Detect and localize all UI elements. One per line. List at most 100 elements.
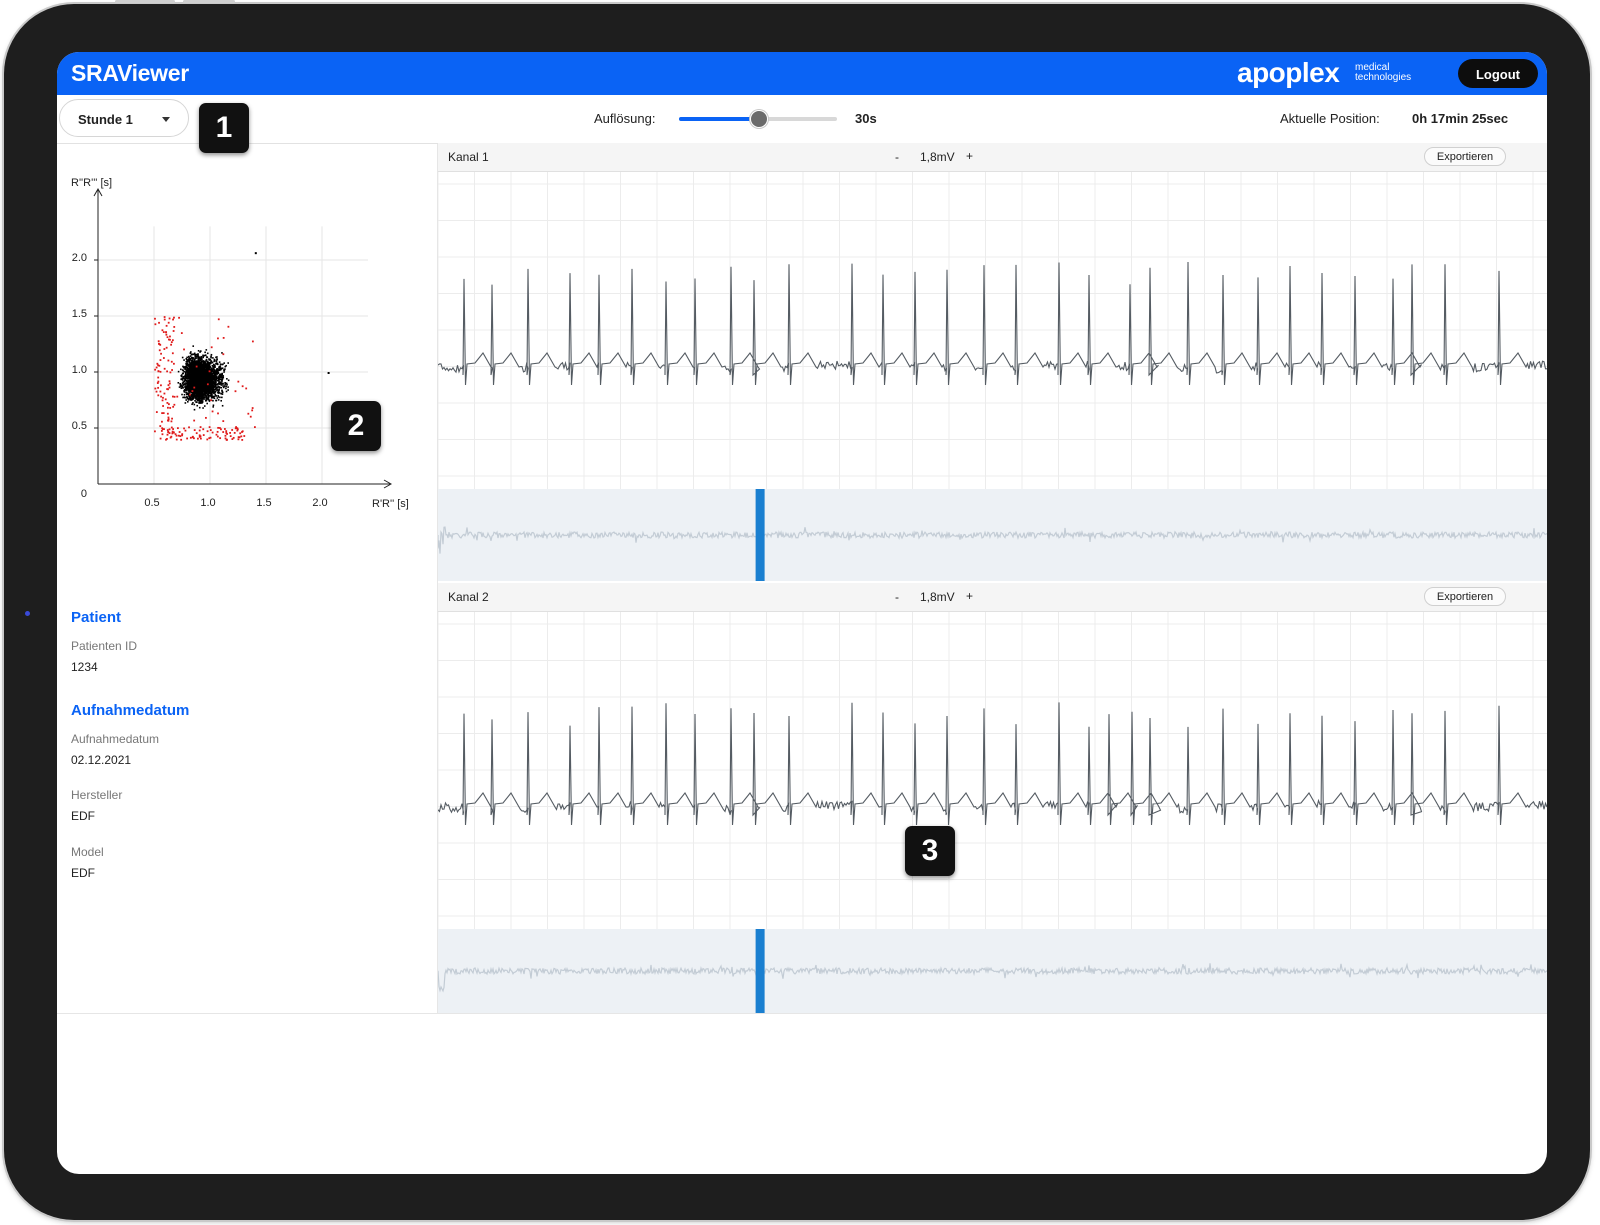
scatter-point	[184, 379, 186, 382]
scatter-point-outlier	[180, 332, 183, 334]
overview-position-marker[interactable]	[755, 929, 765, 1013]
scatter-point	[210, 386, 213, 389]
amplitude-increase-button[interactable]: +	[966, 589, 974, 603]
scatter-point	[201, 395, 204, 398]
scatter-point	[216, 376, 218, 379]
scatter-point	[210, 360, 213, 362]
scatter-point	[181, 356, 184, 359]
scatter-point	[208, 376, 210, 379]
scatter-point-outlier	[167, 431, 170, 434]
scatter-point	[189, 399, 192, 401]
scatter-point	[199, 376, 202, 379]
scatter-point	[221, 367, 224, 370]
scatter-point	[192, 364, 195, 367]
scatter-point-outlier	[181, 434, 184, 437]
slider-thumb[interactable]	[750, 110, 768, 128]
scatter-point	[186, 388, 188, 391]
y-tick-label: 1.5	[72, 308, 87, 320]
scatter-point	[214, 383, 217, 386]
scatter-point-outlier	[251, 407, 254, 409]
scatter-point	[217, 382, 220, 385]
scatter-point	[203, 405, 206, 407]
scatter-point	[198, 361, 201, 364]
scatter-point	[194, 385, 196, 387]
scatter-point	[207, 380, 210, 383]
scatter-point	[212, 365, 214, 368]
channel-panel: Kanal 2 - 1,8mV + Exportieren	[438, 583, 1547, 1014]
scatter-point	[187, 368, 189, 371]
scatter-point	[210, 367, 213, 369]
scatter-point	[212, 399, 214, 402]
export-button[interactable]: Exportieren	[1424, 147, 1506, 166]
scatter-point	[219, 375, 222, 377]
scatter-point	[193, 385, 195, 388]
scatter-point	[222, 383, 224, 385]
scatter-point	[211, 372, 214, 375]
scatter-point	[189, 371, 191, 374]
ecg-overview[interactable]	[438, 489, 1547, 581]
scatter-point	[210, 388, 213, 390]
scatter-point-outlier	[154, 323, 157, 326]
export-button[interactable]: Exportieren	[1424, 587, 1506, 606]
scatter-point	[189, 383, 192, 386]
scatter-point	[202, 388, 205, 391]
scatter-point-outlier	[162, 331, 165, 333]
scatter-point	[213, 392, 215, 395]
hour-select[interactable]: Stunde 1	[59, 99, 189, 137]
scatter-point	[222, 363, 224, 366]
scatter-point-outlier	[157, 380, 160, 383]
patient-id-label: Patienten ID	[71, 639, 138, 653]
scatter-point	[198, 399, 201, 402]
scatter-point	[197, 373, 200, 376]
scatter-point	[206, 394, 209, 396]
scatter-point	[202, 364, 205, 367]
scatter-point	[181, 374, 183, 376]
ecg-plot[interactable]	[438, 612, 1547, 929]
scatter-point	[204, 389, 206, 392]
scatter-point-outlier	[178, 431, 181, 433]
scatter-point	[205, 358, 208, 361]
scatter-point	[206, 376, 209, 379]
scatter-point	[196, 371, 199, 374]
scatter-point	[203, 374, 206, 377]
scatter-point-outlier	[158, 349, 161, 352]
scatter-point	[203, 394, 206, 396]
scatter-point	[183, 380, 186, 383]
scatter-point	[186, 374, 188, 377]
ecg-overview[interactable]	[438, 929, 1547, 1013]
amplitude-increase-button[interactable]: +	[966, 149, 974, 163]
scatter-point	[219, 367, 221, 370]
scatter-point	[209, 361, 212, 363]
resolution-slider[interactable]	[679, 110, 837, 128]
scatter-point	[188, 380, 190, 383]
scatter-point	[203, 379, 206, 382]
scatter-point	[222, 386, 225, 389]
scatter-point-outlier	[193, 437, 195, 440]
scatter-point	[227, 362, 230, 364]
scatter-point-outlier	[170, 426, 173, 429]
scatter-point	[206, 402, 208, 405]
scatter-point-outlier	[209, 429, 212, 431]
scatter-point	[192, 358, 194, 360]
logout-button[interactable]: Logout	[1458, 59, 1538, 88]
scatter-point	[191, 361, 194, 363]
scatter-point	[212, 396, 215, 399]
scatter-point	[207, 371, 210, 374]
scatter-point	[203, 380, 205, 383]
scatter-point	[202, 362, 205, 365]
amplitude-decrease-button[interactable]: -	[895, 150, 899, 164]
scatter-point	[184, 389, 187, 392]
ecg-plot[interactable]	[438, 172, 1547, 489]
ecg-trace	[438, 262, 1547, 386]
scatter-point	[216, 373, 218, 375]
scatter-point	[212, 395, 214, 398]
scatter-point-outlier	[160, 352, 162, 355]
scatter-point	[197, 358, 200, 361]
scatter-point-outlier	[189, 436, 192, 439]
scatter-point	[218, 378, 221, 380]
scatter-point	[226, 383, 228, 386]
amplitude-decrease-button[interactable]: -	[895, 590, 899, 604]
scatter-point-outlier	[159, 390, 162, 393]
overview-position-marker[interactable]	[755, 489, 765, 581]
scatter-point	[189, 358, 192, 361]
